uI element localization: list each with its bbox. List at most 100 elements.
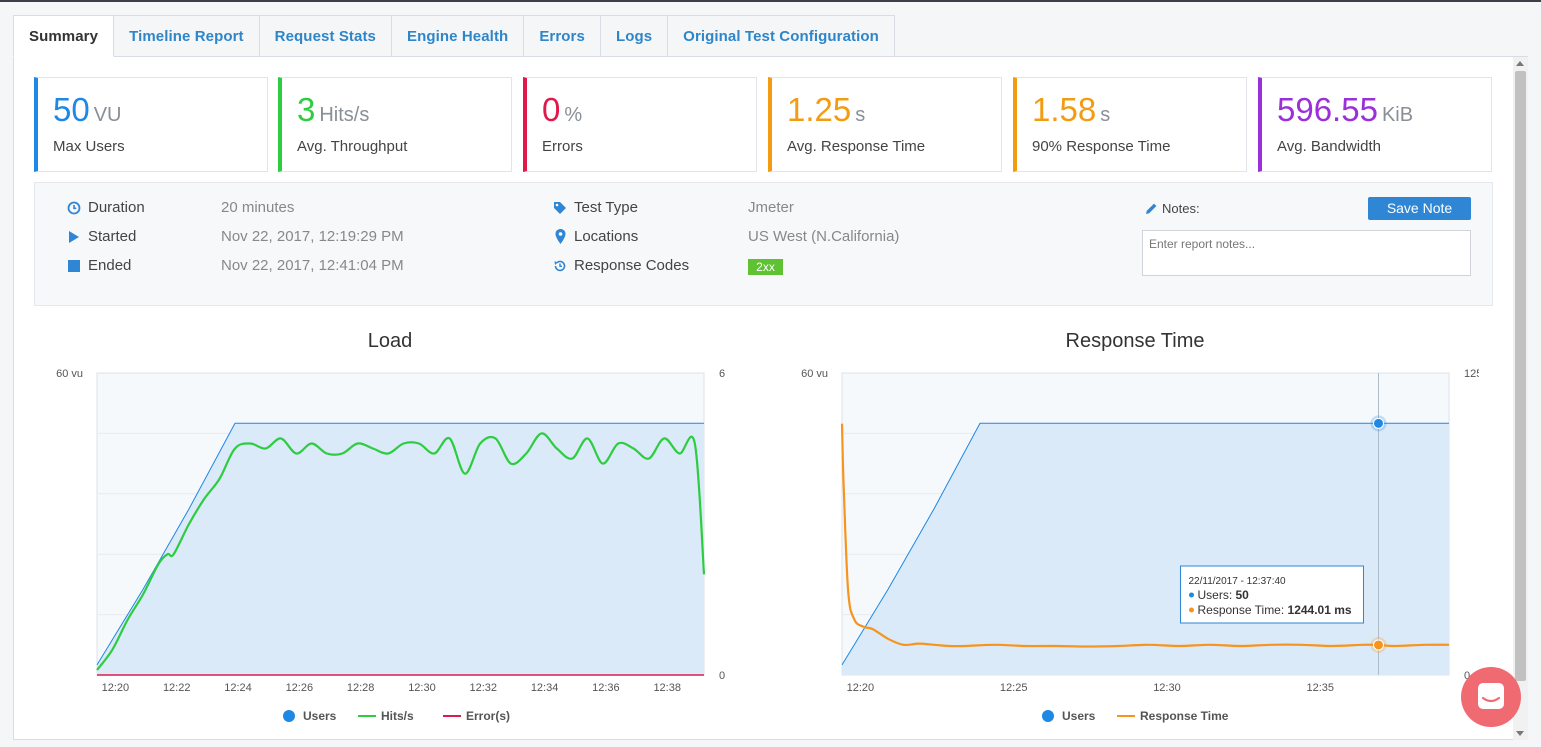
tooltip-response-time: Response Time: 1244.01 ms [1197, 603, 1351, 617]
top-bar [0, 0, 1541, 2]
y-right-top-label: 6 [719, 368, 725, 380]
legend-item[interactable]: Response Time [1117, 709, 1229, 723]
ended-value: Nov 22, 2017, 12:41:04 PM [221, 257, 404, 274]
tooltip-users-dot [1188, 592, 1194, 598]
metric-label: Avg. Throughput [297, 138, 408, 155]
users-marker [1372, 417, 1384, 429]
x-tick-label: 12:20 [102, 682, 130, 694]
legend-label: Error(s) [466, 709, 510, 723]
metric-unit: VU [93, 104, 122, 126]
x-tick-label: 12:28 [347, 682, 375, 694]
x-tick-label: 12:25 [1000, 682, 1028, 694]
metric-label: Errors [542, 138, 583, 155]
x-tick-label: 12:32 [470, 682, 498, 694]
tab-original-test-configuration[interactable]: Original Test Configuration [668, 15, 895, 57]
metric-label: Avg. Bandwidth [1277, 138, 1381, 155]
metric-number: 3 [297, 91, 316, 128]
tab-engine-health[interactable]: Engine Health [392, 15, 525, 57]
notes-label: Notes: [1162, 201, 1200, 216]
metric-avg-bandwidth: 596.55 KiB Avg. Bandwidth [1258, 77, 1492, 172]
metric-avg-response-time: 1.25 s Avg. Response Time [768, 77, 1002, 172]
metric-max-users: 50 VU Max Users [34, 77, 268, 172]
metric-label: Max Users [53, 138, 125, 155]
metric-label: 90% Response Time [1032, 138, 1171, 155]
metric-value: 3 Hits/s [297, 90, 369, 135]
location-pin-icon [555, 229, 566, 244]
legend-item[interactable]: Users [283, 709, 337, 723]
tooltip-users: Users: 50 [1197, 588, 1249, 602]
test-type-value: Jmeter [748, 199, 794, 216]
y-right-top-label: 12500 ms [1464, 368, 1479, 380]
series-line-users [841, 422, 1449, 666]
x-tick-label: 12:35 [1306, 682, 1334, 694]
metric-errors: 0% Errors [523, 77, 757, 172]
ended-label: Ended [88, 257, 132, 274]
metric-label: Avg. Response Time [787, 138, 926, 155]
metric-unit: KiB [1381, 104, 1414, 126]
series-line-users [96, 422, 704, 666]
chart-title-response-time: Response Time [1065, 330, 1205, 352]
metric-avg-throughput: 3 Hits/s Avg. Throughput [278, 77, 512, 172]
metric-number: 596.55 [1277, 91, 1378, 128]
tag-icon [554, 202, 566, 214]
clock-icon [67, 201, 81, 215]
x-tick-label: 12:26 [286, 682, 314, 694]
report-notes-input[interactable] [1142, 230, 1471, 276]
tab-timeline-report[interactable]: Timeline Report [114, 15, 260, 57]
scroll-up-arrow[interactable] [1516, 61, 1524, 66]
history-icon [554, 260, 566, 272]
metric-unit: s [1100, 104, 1111, 126]
series-line-response-time [840, 423, 1450, 648]
chat-button[interactable] [1461, 667, 1521, 727]
test-type-label: Test Type [574, 199, 638, 216]
response-time-chart[interactable]: 60 vu12500 ms0 ms12:2012:2512:3012:3522/… [779, 360, 1479, 730]
locations-value: US West (N.California) [748, 228, 900, 245]
tab-logs[interactable]: Logs [600, 15, 669, 57]
load-chart[interactable]: 60 vu 6 0 12:20 12:22 12:24 12:26 12:28 12:30 12:… [34, 360, 734, 730]
metric-number: 50 [53, 91, 90, 128]
series-line-hits-s [96, 432, 706, 671]
legend-label: Users [303, 709, 337, 723]
legend-item[interactable]: Error(s) [443, 709, 510, 723]
legend-item[interactable]: Hits/s [358, 709, 414, 723]
stop-icon [68, 260, 80, 272]
metric-value: 50 VU [53, 90, 122, 135]
scrollbar-thumb[interactable] [1515, 71, 1526, 681]
metric-90-response-time: 1.58 s 90% Response Time [1013, 77, 1247, 172]
x-tick-label: 12:38 [653, 682, 681, 694]
play-icon [69, 231, 79, 243]
locations-label: Locations [574, 228, 639, 245]
chat-icon [1478, 683, 1504, 709]
chart-title-load: Load [367, 330, 413, 352]
metric-value: 1.25 s [787, 90, 865, 135]
series-area-users [97, 423, 704, 675]
metric-unit: s [855, 104, 866, 126]
metric-unit: % [564, 104, 583, 126]
legend-label: Response Time [1140, 709, 1229, 723]
report-tabs: Summary Timeline Report Request Stats En… [13, 15, 895, 57]
save-note-button[interactable]: Save Note [1368, 197, 1471, 220]
tab-errors[interactable]: Errors [524, 15, 601, 57]
legend-swatch [283, 710, 295, 722]
x-tick-label: 12:36 [592, 682, 620, 694]
x-tick-label: 12:30 [1153, 682, 1181, 694]
scroll-down-arrow[interactable] [1516, 731, 1524, 736]
y-left-label: 60 vu [801, 368, 828, 380]
scrollbar[interactable] [1513, 57, 1528, 740]
tab-request-stats[interactable]: Request Stats [259, 15, 392, 57]
y-left-label: 60 vu [56, 368, 83, 380]
y-right-bottom-label: 0 [719, 670, 725, 682]
response-codes-label: Response Codes [574, 257, 690, 274]
response-time-marker [1372, 639, 1384, 651]
tooltip-time: 22/11/2017 - 12:37:40 [1188, 576, 1286, 587]
legend-item[interactable]: Users [1042, 709, 1096, 723]
tab-summary[interactable]: Summary [13, 15, 115, 57]
metric-number: 1.58 [1032, 91, 1097, 128]
x-tick-label: 12:24 [224, 682, 252, 694]
duration-value: 20 minutes [221, 199, 295, 216]
x-tick-label: 12:34 [531, 682, 559, 694]
started-value: Nov 22, 2017, 12:19:29 PM [221, 228, 404, 245]
tooltip-rt-dot [1188, 607, 1194, 613]
tooltip-box [1179, 565, 1364, 624]
metric-number: 1.25 [787, 91, 852, 128]
